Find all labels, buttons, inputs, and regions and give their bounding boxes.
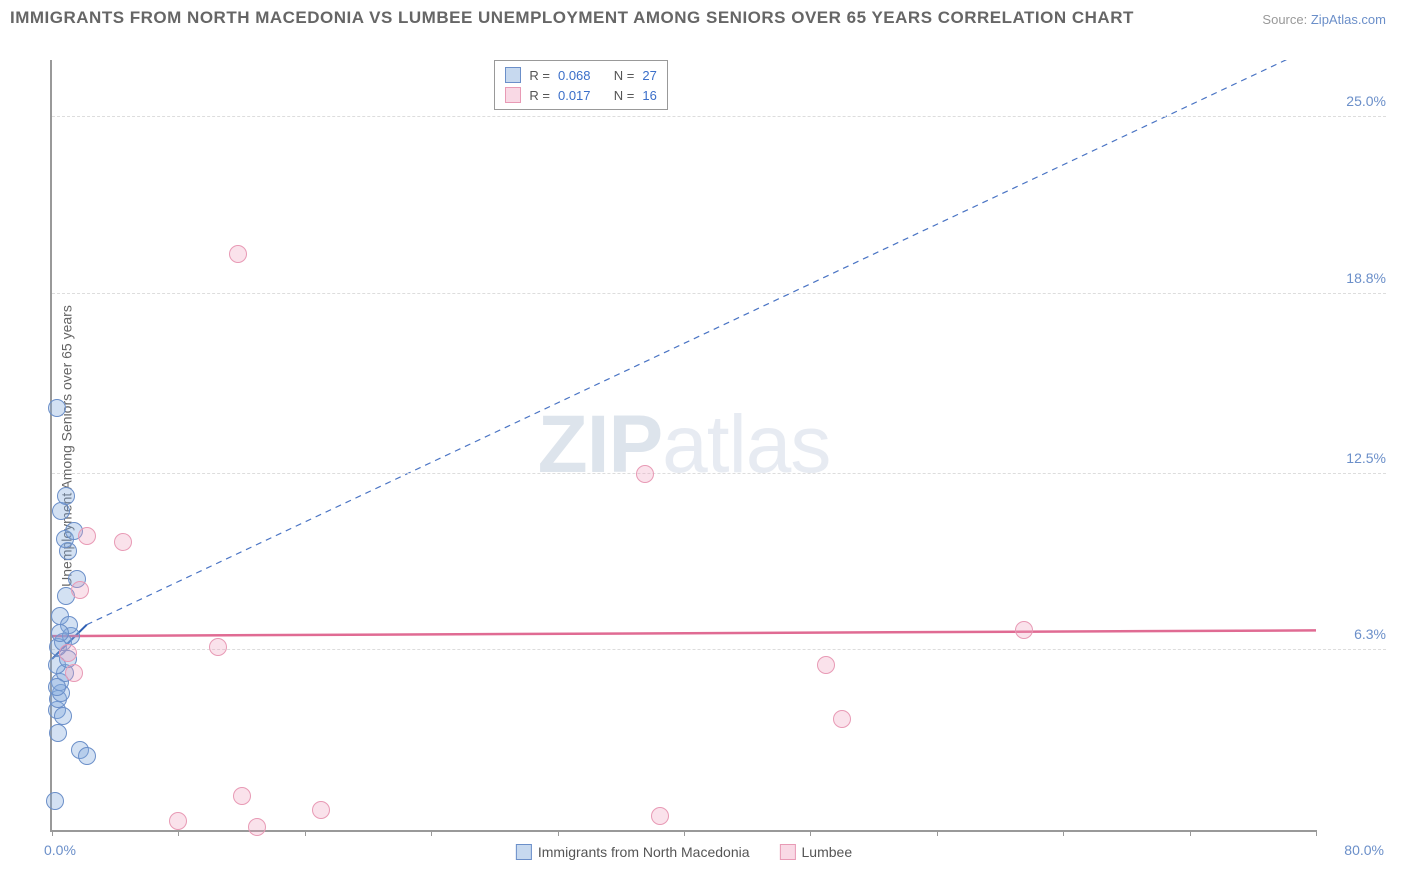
trendlines-svg — [52, 60, 1316, 830]
data-point — [636, 465, 654, 483]
gridline — [52, 649, 1386, 650]
legend-swatch-pink — [505, 87, 521, 103]
data-point — [651, 807, 669, 825]
xtick — [1063, 830, 1064, 836]
data-point — [817, 656, 835, 674]
chart-title: IMMIGRANTS FROM NORTH MACEDONIA VS LUMBE… — [10, 8, 1134, 28]
data-point — [169, 812, 187, 830]
legend-n-pink: 16 — [642, 88, 656, 103]
data-point — [51, 624, 69, 642]
data-point — [59, 644, 77, 662]
legend-n-blue: 27 — [642, 68, 656, 83]
ytick-label: 6.3% — [1354, 626, 1386, 642]
x-axis-min: 0.0% — [44, 842, 76, 858]
gridline — [52, 473, 1386, 474]
data-point — [312, 801, 330, 819]
legend-r-pink: 0.017 — [558, 88, 591, 103]
data-point — [46, 792, 64, 810]
ytick-label: 18.8% — [1346, 270, 1386, 286]
series-legend: Immigrants from North Macedonia Lumbee — [516, 844, 852, 860]
legend-r-blue: 0.068 — [558, 68, 591, 83]
xtick — [1316, 830, 1317, 836]
gridline — [52, 116, 1386, 117]
data-point — [114, 533, 132, 551]
legend-n-label: N = — [614, 88, 635, 103]
data-point — [833, 710, 851, 728]
data-point — [57, 487, 75, 505]
data-point — [48, 678, 66, 696]
legend-n-label: N = — [614, 68, 635, 83]
xtick — [558, 830, 559, 836]
xtick — [937, 830, 938, 836]
data-point — [54, 707, 72, 725]
source-link[interactable]: ZipAtlas.com — [1311, 12, 1386, 27]
legend-swatch-blue — [505, 67, 521, 83]
data-point — [229, 245, 247, 263]
watermark-atlas: atlas — [662, 399, 830, 490]
legend-item-pink: Lumbee — [780, 844, 853, 860]
data-point — [78, 747, 96, 765]
gridline — [52, 293, 1386, 294]
legend-r-label: R = — [529, 88, 550, 103]
xtick — [52, 830, 53, 836]
ytick-label: 25.0% — [1346, 93, 1386, 109]
data-point — [71, 581, 89, 599]
xtick — [178, 830, 179, 836]
xtick — [305, 830, 306, 836]
data-point — [48, 399, 66, 417]
chart-container: IMMIGRANTS FROM NORTH MACEDONIA VS LUMBE… — [0, 0, 1406, 892]
correlation-legend: R = 0.068 N = 27 R = 0.017 N = 16 — [494, 60, 667, 110]
legend-row-pink: R = 0.017 N = 16 — [505, 85, 656, 105]
source-attribution: Source: ZipAtlas.com — [1262, 12, 1386, 27]
data-point — [248, 818, 266, 836]
xtick — [431, 830, 432, 836]
data-point — [233, 787, 251, 805]
data-point — [78, 527, 96, 545]
xtick — [1190, 830, 1191, 836]
watermark: ZIPatlas — [538, 398, 831, 492]
data-point — [209, 638, 227, 656]
legend-item-blue: Immigrants from North Macedonia — [516, 844, 750, 860]
plot-area: ZIPatlas R = 0.068 N = 27 R = 0.017 N = … — [50, 60, 1316, 832]
legend-swatch-blue — [516, 844, 532, 860]
x-axis-max: 80.0% — [1344, 842, 1384, 858]
data-point — [1015, 621, 1033, 639]
xtick — [810, 830, 811, 836]
legend-row-blue: R = 0.068 N = 27 — [505, 65, 656, 85]
legend-label-blue: Immigrants from North Macedonia — [538, 844, 750, 860]
data-point — [65, 664, 83, 682]
data-point — [49, 724, 67, 742]
xtick — [684, 830, 685, 836]
legend-label-pink: Lumbee — [802, 844, 853, 860]
source-label: Source: — [1262, 12, 1307, 27]
ytick-label: 12.5% — [1346, 450, 1386, 466]
legend-swatch-pink — [780, 844, 796, 860]
legend-r-label: R = — [529, 68, 550, 83]
